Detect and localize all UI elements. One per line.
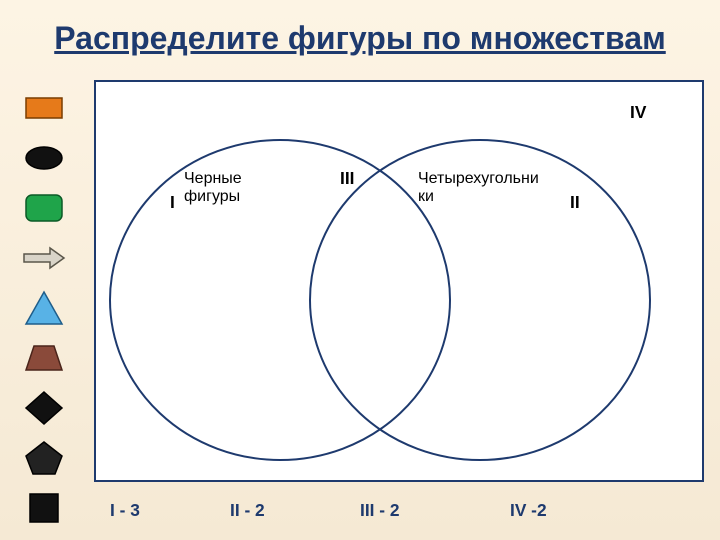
region-label-iii: III [340,168,354,189]
answer-item: III - 2 [360,500,399,521]
answer-item: I - 3 [110,500,140,521]
set-label-left: Черныефигуры [184,170,294,207]
region-label-i: I [170,192,175,213]
venn-diagram [0,0,720,540]
region-label-iv: IV [630,102,646,123]
answer-item: II - 2 [230,500,265,521]
answer-item: IV -2 [510,500,547,521]
set-label-right: Четырехугольники [418,170,598,207]
